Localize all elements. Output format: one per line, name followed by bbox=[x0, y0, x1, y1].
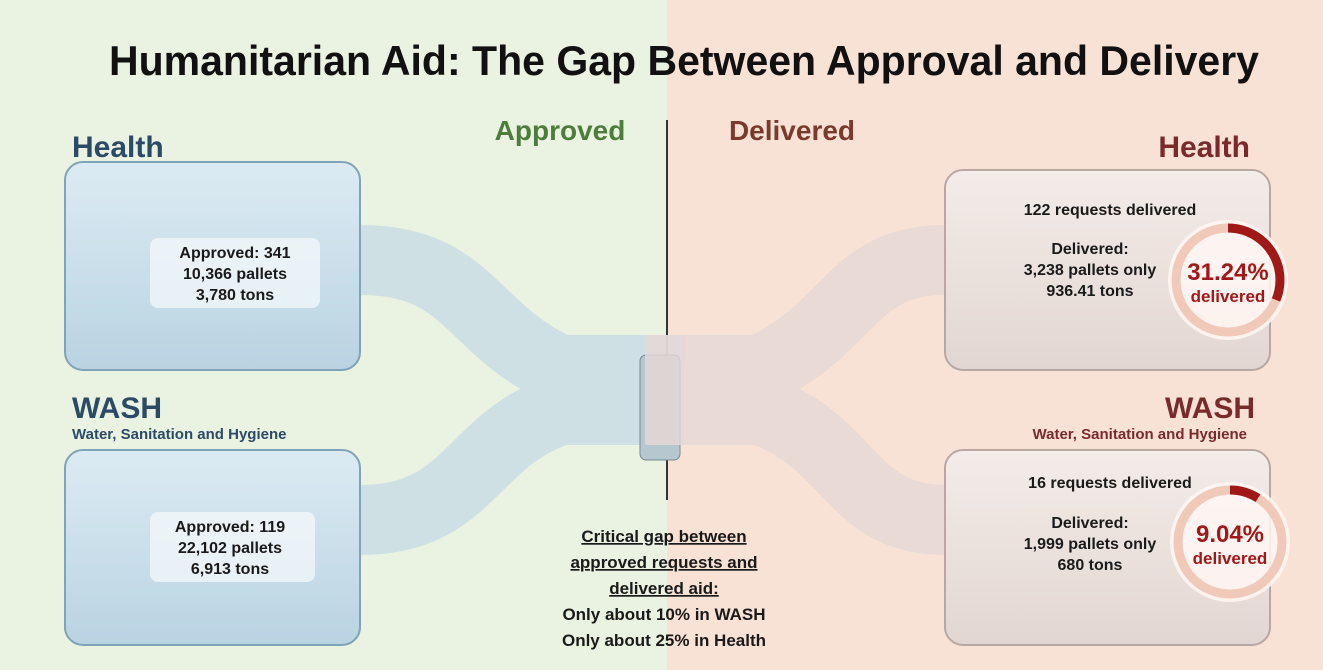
approved-health-line: Approved: 341 bbox=[179, 245, 290, 262]
delivered-health-line: Delivered: bbox=[1051, 241, 1128, 258]
delivered-wash-line: Delivered: bbox=[1051, 515, 1128, 532]
approved-label: Approved bbox=[495, 115, 626, 146]
gauge-caption: delivered bbox=[1191, 287, 1266, 306]
gap-note-line: Critical gap between bbox=[581, 527, 746, 546]
delivered-health-heading: Health bbox=[1158, 131, 1250, 164]
gap-note-line: Only about 25% in Health bbox=[562, 631, 766, 650]
approved-wash-line: 22,102 pallets bbox=[178, 540, 282, 557]
gap-note-line: approved requests and bbox=[570, 553, 757, 572]
title: Humanitarian Aid: The Gap Between Approv… bbox=[109, 37, 1260, 84]
health-gauge: 31.24%delivered bbox=[1168, 220, 1288, 340]
delivered-wash-subheading: Water, Sanitation and Hygiene bbox=[1033, 426, 1247, 443]
delivered-health-requests: 122 requests delivered bbox=[1024, 202, 1197, 219]
approved-health-heading: Health bbox=[72, 131, 164, 164]
gap-note-line: Only about 10% in WASH bbox=[562, 605, 765, 624]
approved-wash-heading: WASH bbox=[72, 392, 162, 425]
gap-note-line: delivered aid: bbox=[609, 579, 719, 598]
delivered-wash-line: 680 tons bbox=[1058, 557, 1123, 574]
gauge-percent: 31.24% bbox=[1187, 259, 1268, 286]
infographic: Humanitarian Aid: The Gap Between Approv… bbox=[0, 0, 1323, 670]
gauge-caption: delivered bbox=[1193, 549, 1268, 568]
delivered-wash-line: 1,999 pallets only bbox=[1024, 536, 1157, 553]
approved-health-line: 10,366 pallets bbox=[183, 266, 287, 283]
delivered-health-line: 936.41 tons bbox=[1046, 283, 1133, 300]
gauge-percent: 9.04% bbox=[1196, 521, 1264, 548]
delivered-wash-heading: WASH bbox=[1165, 392, 1255, 425]
approved-health-line: 3,780 tons bbox=[196, 287, 274, 304]
delivered-health-line: 3,238 pallets only bbox=[1024, 262, 1157, 279]
approved-wash-line: Approved: 119 bbox=[175, 519, 285, 536]
approved-wash-subheading: Water, Sanitation and Hygiene bbox=[72, 426, 286, 443]
approved-wash-line: 6,913 tons bbox=[191, 561, 269, 578]
delivered-label: Delivered bbox=[729, 115, 855, 146]
delivered-wash-requests: 16 requests delivered bbox=[1028, 475, 1192, 492]
wash-gauge: 9.04%delivered bbox=[1170, 482, 1290, 602]
